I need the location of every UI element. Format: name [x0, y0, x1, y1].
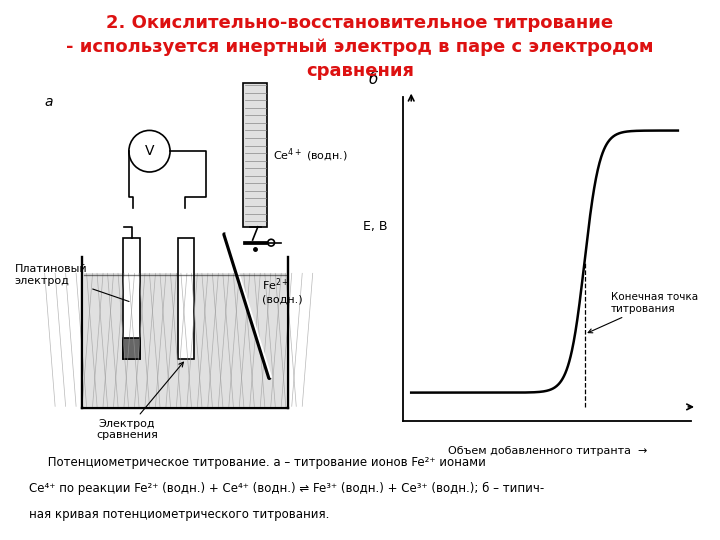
Text: Электрод
сравнения: Электрод сравнения [96, 362, 184, 441]
Text: Платиновый
электрод: Платиновый электрод [14, 264, 129, 301]
Text: E, В: E, В [363, 220, 387, 233]
Text: 2. Окислительно-восстановительное титрование: 2. Окислительно-восстановительное титров… [107, 14, 613, 31]
Text: Ce$^{4+}$ (водн.): Ce$^{4+}$ (водн.) [273, 146, 348, 164]
Circle shape [129, 130, 170, 172]
FancyBboxPatch shape [123, 238, 140, 359]
Text: Конечная точка
титрования: Конечная точка титрования [588, 292, 698, 333]
FancyBboxPatch shape [243, 83, 267, 227]
Text: ная кривая потенциометрического титрования.: ная кривая потенциометрического титрован… [29, 508, 329, 521]
Text: Ce⁴⁺ по реакции Fe²⁺ (водн.) + Ce⁴⁺ (водн.) ⇌ Fe³⁺ (водн.) + Ce³⁺ (водн.); б – т: Ce⁴⁺ по реакции Fe²⁺ (водн.) + Ce⁴⁺ (вод… [29, 482, 544, 495]
Text: Потенциометрическое титрование. а – титрование ионов Fe²⁺ ионами: Потенциометрическое титрование. а – титр… [29, 456, 486, 469]
Text: Fe$^{2+}$
(водн.): Fe$^{2+}$ (водн.) [262, 276, 302, 305]
Text: V: V [145, 144, 154, 158]
Text: Объем добавленного титранта  →: Объем добавленного титранта → [448, 446, 647, 456]
FancyBboxPatch shape [84, 273, 286, 406]
Text: а: а [45, 95, 53, 109]
Text: - используется инертный электрод в паре с электродом: - используется инертный электрод в паре … [66, 38, 654, 56]
Text: б: б [369, 72, 378, 87]
Text: сравнения: сравнения [306, 62, 414, 80]
FancyBboxPatch shape [123, 338, 140, 359]
FancyBboxPatch shape [178, 238, 194, 359]
